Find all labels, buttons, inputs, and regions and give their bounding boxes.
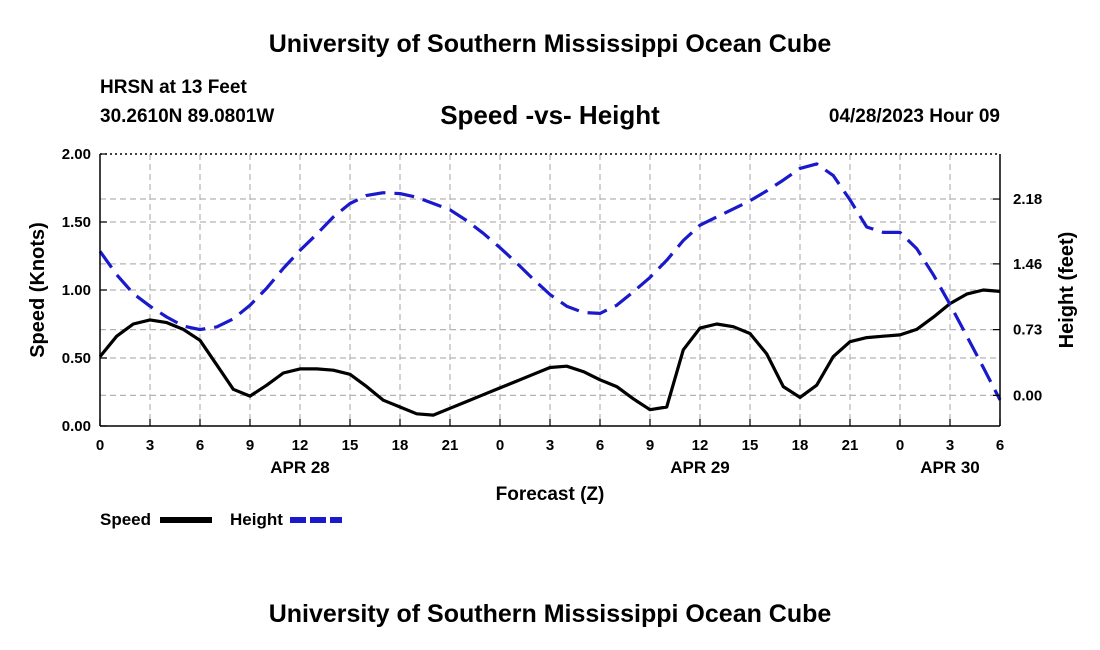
x-tick-label: 15 xyxy=(342,437,359,454)
x-tick-label: 21 xyxy=(442,437,459,454)
x-tick-label: 9 xyxy=(646,437,654,454)
chart-title: Speed -vs- Height xyxy=(440,100,660,130)
date-label: APR 29 xyxy=(670,458,730,477)
y-tick-label: 1.50 xyxy=(62,214,91,231)
x-tick-label: 3 xyxy=(546,437,554,454)
y-tick-label: 0.50 xyxy=(62,350,91,367)
y-axis-label: Speed (Knots) xyxy=(27,222,49,358)
x-tick-label: 0 xyxy=(96,437,104,454)
y2-tick-label: 0.73 xyxy=(1013,322,1042,339)
y-tick-label: 0.00 xyxy=(62,418,91,435)
top-title: University of Southern Mississippi Ocean… xyxy=(268,30,832,58)
speed-series-line xyxy=(98,288,1001,417)
x-axis-label: Forecast (Z) xyxy=(496,484,605,505)
x-tick-label: 3 xyxy=(946,437,954,454)
x-tick-label: 9 xyxy=(246,437,254,454)
y2-tick-label: 2.18 xyxy=(1013,191,1042,208)
height-series-line xyxy=(98,162,1002,401)
y2-tick-label: 1.46 xyxy=(1013,256,1042,273)
x-tick-label: 18 xyxy=(392,437,409,454)
station-label: HRSN at 13 Feet xyxy=(100,77,247,98)
x-tick-label: 6 xyxy=(196,437,204,454)
bottom-title: University of Southern Mississippi Ocean… xyxy=(268,600,832,628)
date-label: APR 28 xyxy=(270,458,330,477)
y-tick-label: 2.00 xyxy=(62,146,91,163)
y2-tick-label: 0.00 xyxy=(1013,387,1042,404)
x-tick-label: 18 xyxy=(792,437,809,454)
x-tick-label: 0 xyxy=(896,437,904,454)
x-tick-label: 6 xyxy=(596,437,604,454)
x-tick-label: 21 xyxy=(842,437,859,454)
y2-axis-label: Height (feet) xyxy=(1056,232,1078,349)
x-tick-label: 3 xyxy=(146,437,154,454)
date-label: APR 30 xyxy=(920,458,980,477)
legend-height-label: Height xyxy=(230,510,283,529)
station-coords: 30.2610N 89.0801W xyxy=(100,106,275,127)
legend-speed-label: Speed xyxy=(100,510,151,529)
x-tick-label: 15 xyxy=(742,437,759,454)
forecast-date: 04/28/2023 Hour 09 xyxy=(828,106,1000,127)
x-tick-label: 12 xyxy=(292,437,309,454)
x-tick-label: 12 xyxy=(692,437,709,454)
x-tick-label: 0 xyxy=(496,437,504,454)
y-tick-label: 1.00 xyxy=(62,282,91,299)
x-tick-label: 6 xyxy=(996,437,1004,454)
